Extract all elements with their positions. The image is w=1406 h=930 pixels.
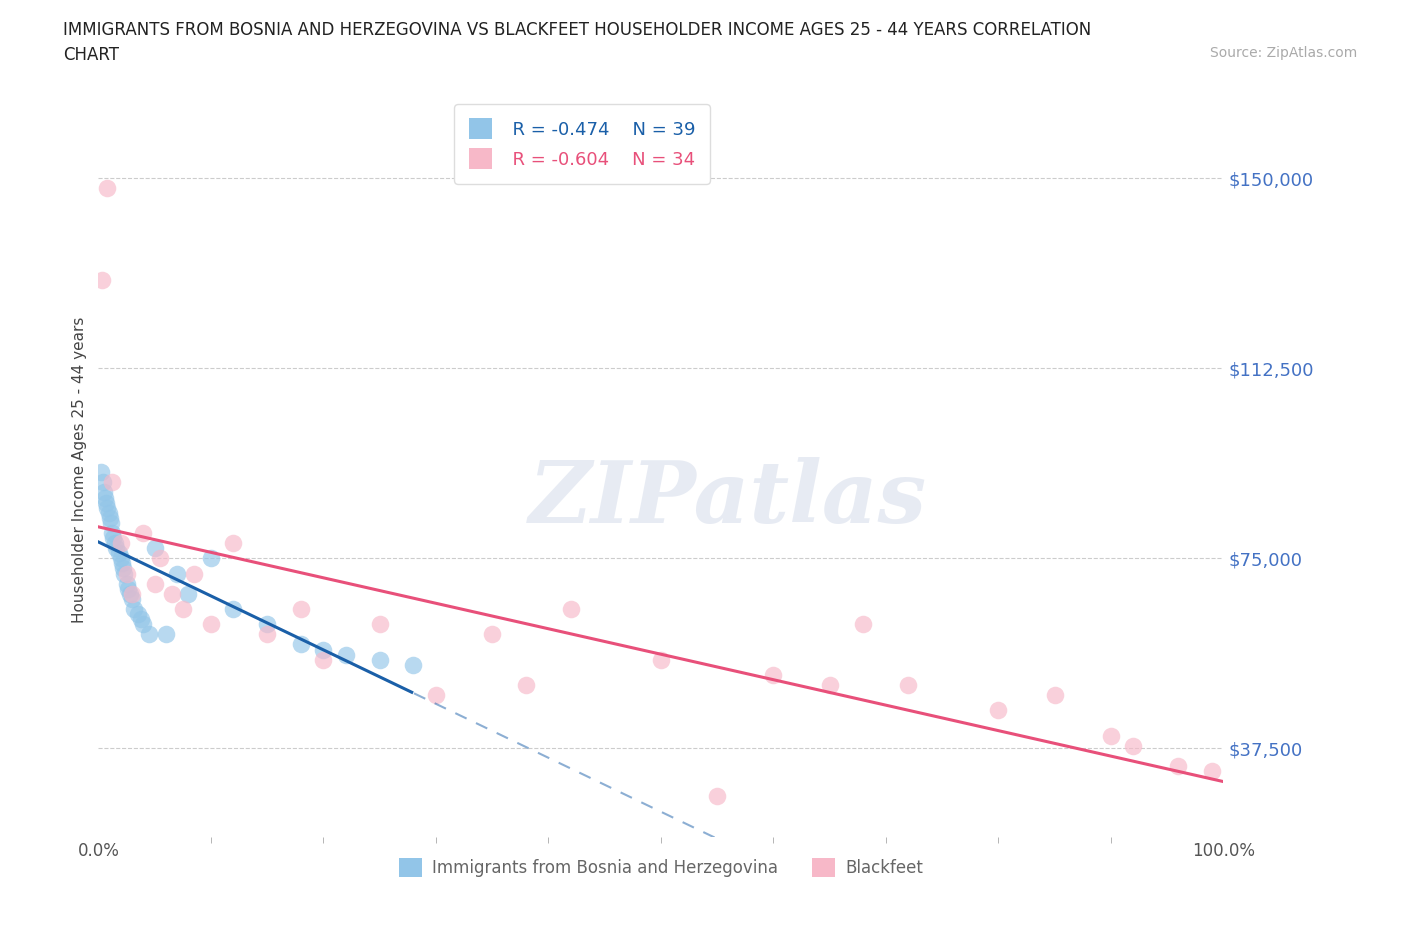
Point: [200, 617, 222, 631]
Point: [115, 577, 138, 591]
Point: [138, 627, 160, 642]
Point: [222, 536, 245, 551]
Point: [1201, 764, 1223, 778]
Point: [290, 602, 312, 617]
Point: [121, 586, 143, 601]
Point: [222, 602, 245, 617]
Point: [155, 627, 177, 642]
Point: [143, 577, 166, 591]
Point: [312, 642, 335, 657]
Point: [1122, 738, 1144, 753]
Point: [117, 581, 139, 596]
Legend: Immigrants from Bosnia and Herzegovina, Blackfeet: Immigrants from Bosnia and Herzegovina, …: [392, 851, 929, 884]
Point: [852, 617, 875, 631]
Point: [481, 627, 503, 642]
Point: [200, 551, 222, 565]
Point: [368, 652, 391, 667]
Point: [402, 658, 425, 672]
Point: [650, 652, 672, 667]
Point: [107, 546, 129, 561]
Point: [183, 566, 205, 581]
Point: [93, 485, 115, 500]
Text: Source: ZipAtlas.com: Source: ZipAtlas.com: [1209, 46, 1357, 60]
Point: [94, 490, 117, 505]
Point: [127, 606, 149, 621]
Point: [124, 602, 146, 617]
Point: [110, 551, 132, 565]
Point: [368, 617, 391, 631]
Point: [96, 495, 118, 510]
Point: [101, 475, 124, 490]
Point: [90, 272, 112, 287]
Point: [143, 540, 166, 555]
Y-axis label: Householder Income Ages 25 - 44 years: Householder Income Ages 25 - 44 years: [72, 316, 87, 623]
Point: [98, 511, 121, 525]
Point: [256, 617, 278, 631]
Point: [132, 617, 155, 631]
Point: [149, 551, 172, 565]
Point: [290, 637, 312, 652]
Point: [91, 475, 114, 490]
Point: [105, 540, 128, 555]
Point: [1043, 687, 1066, 702]
Point: [160, 586, 183, 601]
Point: [987, 703, 1010, 718]
Text: ZIPatlas: ZIPatlas: [529, 458, 928, 540]
Point: [90, 465, 112, 480]
Point: [100, 515, 122, 530]
Point: [101, 525, 124, 540]
Point: [1167, 759, 1189, 774]
Text: CHART: CHART: [63, 46, 120, 64]
Point: [121, 591, 143, 606]
Point: [897, 678, 920, 693]
Point: [706, 789, 728, 804]
Point: [112, 561, 135, 576]
Point: [129, 612, 152, 627]
Point: [115, 566, 138, 581]
Point: [177, 586, 200, 601]
Point: [97, 505, 120, 520]
Point: [118, 586, 141, 601]
Point: [335, 647, 357, 662]
Point: [762, 668, 785, 683]
Point: [101, 531, 124, 546]
Point: [112, 566, 135, 581]
Point: [515, 678, 537, 693]
Point: [818, 678, 841, 693]
Point: [132, 525, 155, 540]
Point: [256, 627, 278, 642]
Point: [111, 556, 134, 571]
Point: [172, 602, 194, 617]
Point: [1099, 728, 1122, 743]
Point: [425, 687, 447, 702]
Point: [96, 181, 118, 196]
Point: [312, 652, 335, 667]
Point: [166, 566, 188, 581]
Point: [110, 536, 132, 551]
Point: [104, 536, 127, 551]
Point: [96, 500, 118, 515]
Point: [560, 602, 582, 617]
Text: IMMIGRANTS FROM BOSNIA AND HERZEGOVINA VS BLACKFEET HOUSEHOLDER INCOME AGES 25 -: IMMIGRANTS FROM BOSNIA AND HERZEGOVINA V…: [63, 21, 1091, 39]
